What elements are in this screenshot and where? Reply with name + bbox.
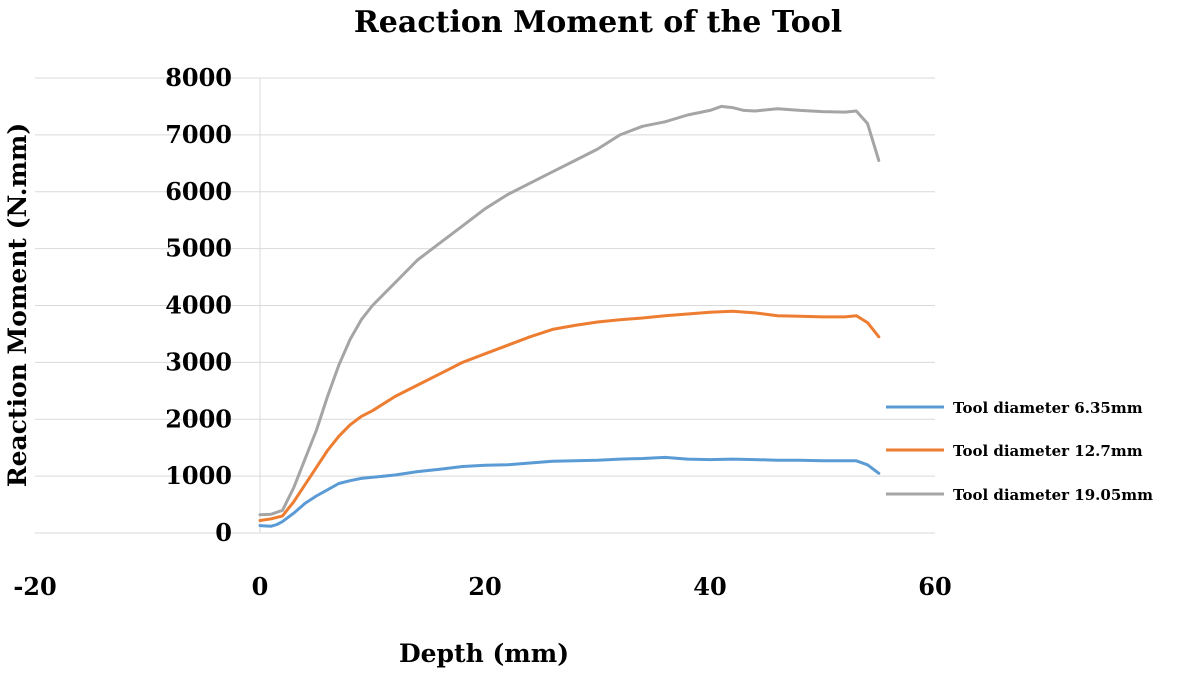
y-tick-label: 7000 bbox=[165, 120, 232, 149]
series-line-3 bbox=[258, 104, 881, 517]
legend-label: Tool diameter 6.35mm bbox=[953, 399, 1143, 417]
gridlines bbox=[35, 77, 935, 477]
x-tick-label: 60 bbox=[918, 572, 951, 601]
y-tick-label: 5000 bbox=[165, 234, 232, 263]
legend-item: Tool diameter 12.7mm bbox=[886, 442, 1143, 460]
y-tick-label: 8000 bbox=[165, 63, 232, 92]
y-tick-label: 6000 bbox=[165, 177, 232, 206]
legend-item: Tool diameter 19.05mm bbox=[886, 486, 1153, 504]
chart-title: Reaction Moment of the Tool bbox=[354, 5, 842, 40]
y-tick-label: 4000 bbox=[165, 291, 232, 320]
x-tick-label: 40 bbox=[693, 572, 726, 601]
legend-label: Tool diameter 12.7mm bbox=[953, 442, 1143, 460]
legend-item: Tool diameter 6.35mm bbox=[886, 399, 1143, 417]
y-tick-label: 3000 bbox=[165, 347, 232, 376]
y-tick-label: 2000 bbox=[165, 404, 232, 433]
x-axis-label: Depth (mm) bbox=[399, 639, 569, 668]
y-tick-label: 0 bbox=[215, 518, 232, 547]
legend-label: Tool diameter 19.05mm bbox=[953, 486, 1153, 504]
x-tick-label: -20 bbox=[13, 572, 56, 601]
y-axis-label: Reaction Moment (N.mm) bbox=[3, 123, 32, 487]
x-tick-label: 0 bbox=[252, 572, 269, 601]
x-tick-label: 20 bbox=[468, 572, 501, 601]
series-line-2 bbox=[258, 309, 881, 522]
axes bbox=[35, 78, 935, 534]
y-tick-label: 1000 bbox=[165, 461, 232, 490]
series-layer bbox=[258, 104, 881, 528]
legend: Tool diameter 6.35mm Tool diameter 12.7mm… bbox=[886, 399, 1153, 504]
tick-labels: 0 1000 2000 3000 4000 5000 6000 7000 8000 -20 0 20 4… bbox=[13, 63, 951, 601]
series-line-1 bbox=[258, 455, 881, 528]
